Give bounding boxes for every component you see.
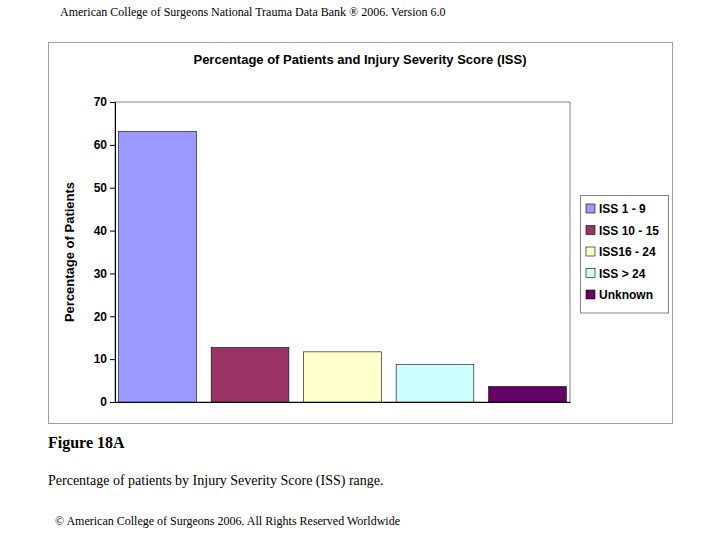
y-tick-mark [110, 102, 115, 103]
legend-swatch [586, 226, 595, 235]
legend-label: ISS 10 - 15 [599, 224, 659, 238]
y-tick-mark [110, 359, 115, 360]
legend-label: Unknown [599, 288, 653, 302]
bar [119, 132, 197, 402]
y-tick-mark [110, 231, 115, 232]
caption: Percentage of patients by Injury Severit… [48, 473, 384, 489]
y-tick-label: 50 [94, 181, 108, 195]
y-tick-mark [110, 145, 115, 146]
figure-label: Figure 18A [48, 434, 125, 452]
chart-title: Percentage of Patients and Injury Severi… [193, 52, 526, 67]
y-tick: 0 [100, 395, 115, 409]
chart-frame [49, 43, 673, 424]
y-tick-label: 10 [94, 352, 108, 366]
y-axis: 0 10 20 30 40 50 60 70 [94, 95, 116, 409]
x-axis [116, 402, 571, 403]
legend-swatch [586, 204, 595, 213]
y-tick-label: 20 [94, 310, 108, 324]
legend: ISS 1 - 9 ISS 10 - 15 ISS16 - 24 ISS > 24 Un… [581, 196, 669, 314]
legend-label: ISS16 - 24 [599, 245, 656, 259]
y-tick-mark [110, 188, 115, 189]
y-tick-label: 40 [94, 224, 108, 238]
y-axis-line [110, 103, 116, 403]
y-tick-label: 70 [94, 95, 108, 109]
y-tick: 10 [94, 352, 115, 366]
x-axis-line [116, 402, 571, 403]
y-tick: 20 [94, 310, 115, 324]
bar [304, 352, 382, 402]
y-tick: 60 [94, 138, 115, 152]
y-tick-label: 0 [100, 395, 107, 409]
bar [396, 364, 474, 402]
legend-label: ISS 1 - 9 [599, 202, 646, 216]
bar [211, 348, 289, 402]
y-tick-mark [110, 316, 115, 317]
legend-swatch [586, 290, 595, 299]
bars [119, 132, 567, 402]
y-tick-mark [110, 273, 115, 274]
bar [489, 387, 567, 402]
y-tick: 70 [94, 95, 115, 109]
y-axis-title: Percentage of Patients [62, 182, 77, 322]
y-tick-mark [110, 402, 115, 403]
y-tick: 50 [94, 181, 115, 195]
copyright: © American College of Surgeons 2006. All… [55, 514, 400, 528]
legend-swatch [586, 269, 595, 278]
y-tick-label: 30 [94, 267, 108, 281]
legend-frame [581, 196, 669, 314]
legend-swatch [586, 247, 595, 256]
header: American College of Surgeons National Tr… [60, 5, 446, 19]
y-tick: 40 [94, 224, 115, 238]
plot-frame [115, 102, 570, 402]
y-tick-label: 60 [94, 138, 108, 152]
legend-label: ISS > 24 [599, 267, 646, 281]
y-tick: 30 [94, 267, 115, 281]
page: American College of Surgeons National Tr… [0, 0, 720, 540]
